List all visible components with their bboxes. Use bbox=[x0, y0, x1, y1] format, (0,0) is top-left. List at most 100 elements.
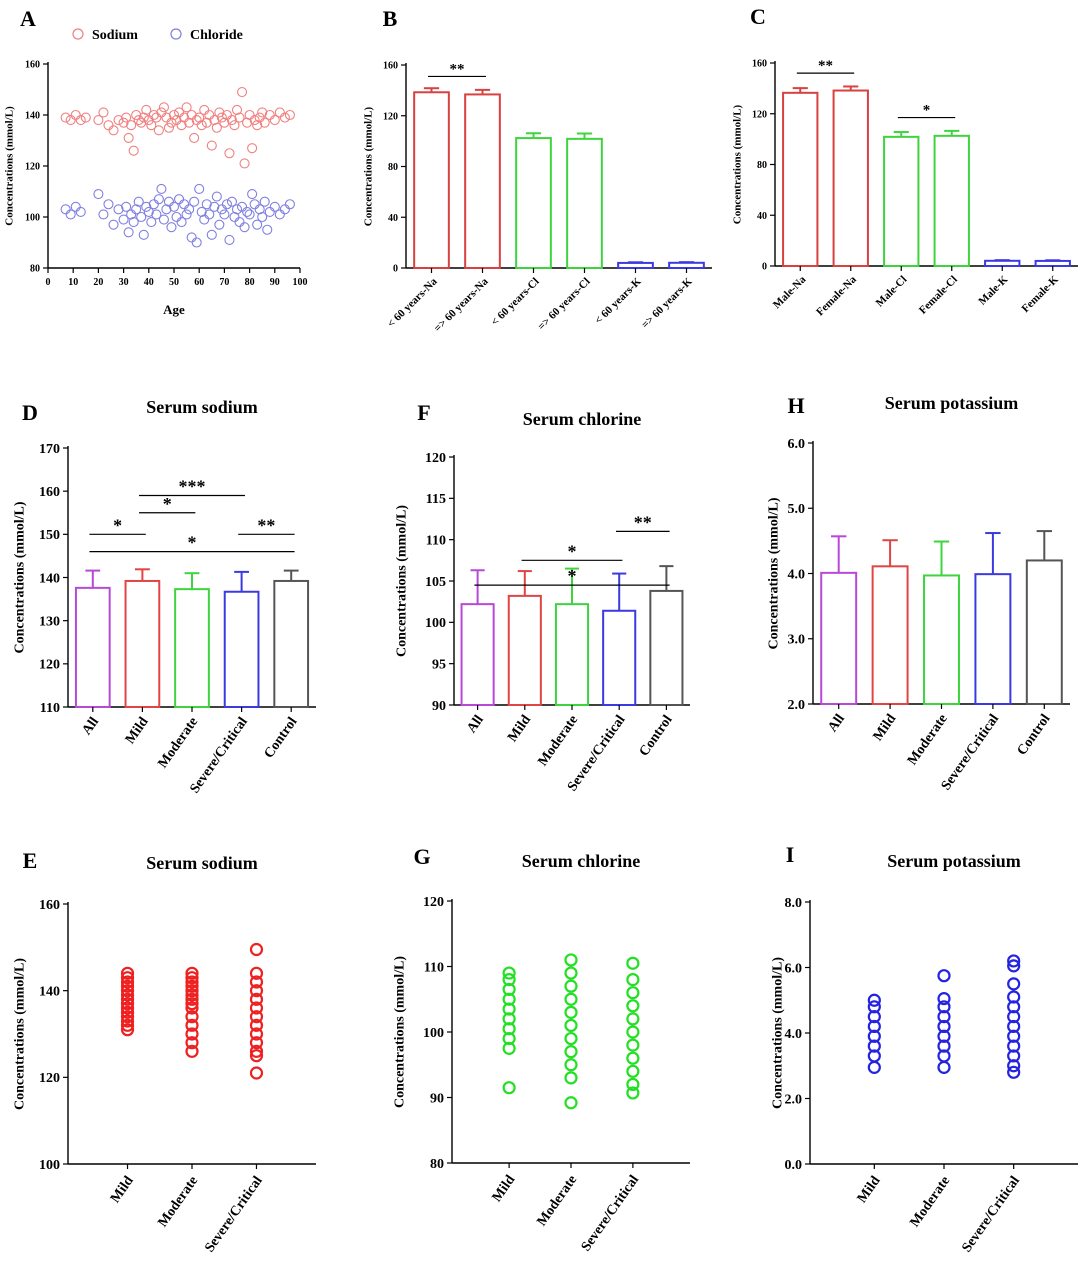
x-tick-label: 90 bbox=[270, 277, 280, 288]
data-point-chloride bbox=[153, 194, 164, 205]
data-point-chloride bbox=[136, 211, 147, 223]
data-point-chloride bbox=[123, 227, 134, 238]
y-axis-title: Concentrations (mmol/L) bbox=[393, 956, 408, 1108]
significance-label: * bbox=[568, 541, 577, 561]
data-point bbox=[564, 1005, 578, 1019]
x-tick-label: Control bbox=[1015, 712, 1054, 759]
data-point-chloride bbox=[204, 209, 215, 220]
data-point-chloride bbox=[239, 222, 250, 233]
data-point-sodium bbox=[239, 158, 250, 169]
data-point-sodium bbox=[201, 117, 212, 128]
x-tick-label: => 60 years-K bbox=[639, 275, 695, 331]
y-tick-label: 160 bbox=[39, 485, 60, 500]
data-point bbox=[564, 1045, 578, 1059]
data-point-chloride bbox=[257, 211, 268, 223]
data-point-chloride bbox=[126, 209, 137, 220]
data-point bbox=[185, 984, 199, 998]
data-point-sodium bbox=[93, 115, 104, 126]
data-point-sodium bbox=[171, 115, 182, 126]
data-point bbox=[626, 1038, 640, 1052]
data-point bbox=[1007, 1049, 1021, 1063]
x-tick-label: 80 bbox=[245, 277, 255, 288]
data-point-chloride bbox=[131, 204, 142, 215]
data-point-chloride bbox=[163, 196, 175, 207]
data-point-sodium bbox=[226, 115, 238, 126]
data-point bbox=[249, 942, 264, 957]
data-point-sodium bbox=[247, 143, 258, 154]
data-point bbox=[1007, 1039, 1021, 1053]
y-tick-label: 80 bbox=[430, 1157, 444, 1172]
data-point-sodium bbox=[236, 87, 248, 98]
data-point-chloride bbox=[254, 204, 265, 215]
bar bbox=[460, 603, 495, 706]
data-point bbox=[1007, 1010, 1021, 1024]
data-point-sodium bbox=[196, 120, 207, 131]
y-tick-label: 80 bbox=[388, 162, 398, 173]
bar bbox=[223, 590, 260, 708]
bar bbox=[984, 259, 1021, 268]
data-point bbox=[937, 1049, 951, 1063]
x-tick-label: Mild bbox=[108, 1174, 137, 1206]
legend-label: Sodium bbox=[92, 28, 138, 43]
data-point bbox=[185, 1018, 199, 1032]
data-point bbox=[185, 971, 199, 985]
x-tick-label: Moderate bbox=[156, 715, 202, 771]
data-point-chloride bbox=[118, 214, 129, 225]
data-point-chloride bbox=[211, 191, 222, 202]
y-tick-label: 160 bbox=[25, 60, 40, 71]
data-point bbox=[249, 984, 264, 998]
data-point bbox=[564, 1096, 578, 1110]
data-point-sodium bbox=[158, 102, 169, 113]
y-tick-label: 115 bbox=[426, 492, 446, 507]
data-point-chloride bbox=[189, 196, 200, 207]
data-point bbox=[502, 1041, 516, 1055]
data-point bbox=[564, 979, 578, 993]
data-point-sodium bbox=[108, 125, 119, 136]
x-tick-label: Moderate bbox=[905, 712, 951, 768]
data-point bbox=[937, 1010, 951, 1024]
panel-letter: H bbox=[787, 393, 804, 418]
data-point-chloride bbox=[70, 201, 81, 212]
data-point bbox=[120, 984, 135, 998]
data-point-chloride bbox=[244, 209, 255, 220]
data-point-chloride bbox=[166, 222, 177, 233]
data-point-chloride bbox=[168, 201, 180, 212]
y-tick-label: 40 bbox=[388, 213, 398, 224]
data-point-sodium bbox=[126, 120, 137, 131]
significance-label: ** bbox=[450, 61, 465, 77]
data-point bbox=[185, 1010, 199, 1024]
x-tick-label: Female-Na bbox=[814, 273, 859, 318]
data-point-sodium bbox=[269, 115, 280, 126]
data-point-sodium bbox=[264, 109, 275, 121]
data-point bbox=[502, 982, 516, 997]
x-tick-label: Male-Na bbox=[771, 273, 809, 311]
data-point-sodium bbox=[231, 104, 243, 115]
y-axis-title: Concentrations (mmol/L) bbox=[13, 958, 28, 1110]
panel-letter: F bbox=[417, 400, 430, 425]
data-point-chloride bbox=[196, 206, 207, 217]
bar bbox=[602, 609, 637, 707]
data-point-chloride bbox=[221, 199, 232, 210]
data-point-chloride bbox=[229, 211, 240, 223]
data-point-sodium bbox=[206, 140, 217, 151]
data-point-sodium bbox=[221, 109, 232, 121]
legend-label: Chloride bbox=[190, 28, 243, 43]
y-tick-label: 140 bbox=[25, 111, 40, 122]
chart-title: Serum sodium bbox=[146, 397, 258, 417]
data-point-sodium bbox=[189, 132, 200, 143]
x-tick-label: All bbox=[825, 712, 848, 735]
data-point-chloride bbox=[284, 199, 295, 210]
data-point-sodium bbox=[242, 117, 253, 128]
data-point bbox=[502, 966, 516, 980]
x-tick-label: 70 bbox=[219, 277, 229, 288]
bar bbox=[1025, 559, 1063, 706]
x-tick-label: Moderate bbox=[536, 713, 582, 769]
data-point-sodium bbox=[191, 115, 202, 126]
y-axis-title: Concentrations (mmol/L) bbox=[3, 106, 15, 226]
panel-letter: I bbox=[786, 842, 795, 867]
y-tick-label: 120 bbox=[39, 1071, 60, 1086]
data-point-chloride bbox=[108, 219, 119, 230]
data-point bbox=[1007, 1019, 1021, 1034]
data-point bbox=[564, 992, 578, 1006]
y-tick-label: 120 bbox=[752, 109, 767, 120]
